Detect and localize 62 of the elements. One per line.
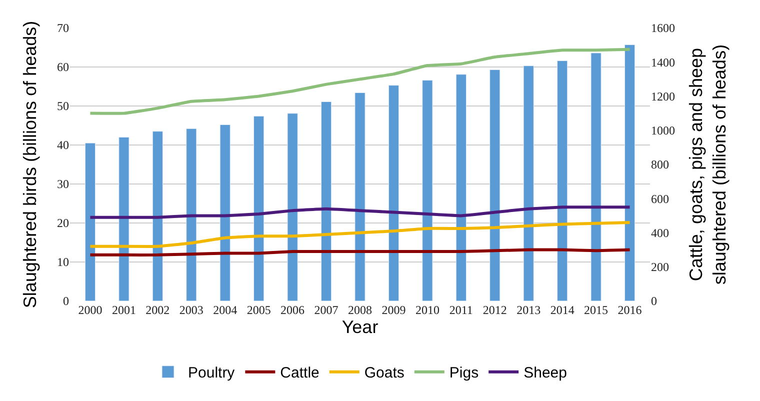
legend-label: Cattle bbox=[280, 364, 320, 382]
x-tick-label: 2010 bbox=[415, 303, 440, 317]
bar bbox=[152, 131, 163, 301]
y-tick-label: 30 bbox=[57, 177, 69, 192]
legend-label: Poultry bbox=[188, 364, 236, 382]
y-tick-label: 10 bbox=[57, 255, 69, 270]
y2-tick-label: 1400 bbox=[651, 55, 675, 70]
y-tick-label: 60 bbox=[57, 60, 69, 74]
x-axis-title: Year bbox=[342, 317, 378, 338]
y-axis-title: Slaughtered birds (billions of heads) bbox=[20, 20, 40, 308]
bar bbox=[254, 116, 264, 301]
bar bbox=[220, 124, 230, 301]
bar bbox=[590, 52, 602, 301]
x-tick-label: 2002 bbox=[146, 303, 170, 317]
bar bbox=[456, 74, 466, 301]
x-tick-label: 2000 bbox=[78, 303, 102, 317]
x-tick-label: 2013 bbox=[516, 303, 541, 317]
y2-tick-label: 1000 bbox=[651, 124, 675, 138]
y-tick-label: 20 bbox=[57, 216, 69, 230]
legend-label: Goats bbox=[364, 364, 404, 382]
y-tick-label: 0 bbox=[63, 294, 69, 308]
bar bbox=[422, 80, 433, 301]
bar bbox=[84, 142, 96, 301]
bar bbox=[388, 85, 400, 301]
x-tick-label: 2004 bbox=[213, 303, 238, 317]
y2-tick-label: 200 bbox=[651, 260, 669, 274]
line-series bbox=[88, 206, 632, 219]
x-tick-label: 2016 bbox=[618, 303, 642, 317]
x-tick-label: 2009 bbox=[382, 303, 406, 317]
x-tick-label: 2015 bbox=[584, 303, 608, 317]
x-tick-label: 2014 bbox=[550, 303, 574, 317]
bar bbox=[118, 136, 130, 301]
bar bbox=[523, 66, 534, 301]
bar bbox=[557, 60, 568, 301]
legend-label: Sheep bbox=[524, 364, 567, 382]
y-tick-label: 50 bbox=[57, 99, 69, 114]
y2-tick-label: 400 bbox=[651, 226, 669, 240]
y-tick-label: 70 bbox=[57, 21, 69, 36]
line-series bbox=[88, 221, 632, 248]
y2-tick-label: 600 bbox=[651, 192, 669, 206]
x-tick-label: 2003 bbox=[179, 303, 204, 317]
x-tick-label: 2008 bbox=[348, 303, 372, 317]
x-tick-label: 2007 bbox=[314, 303, 338, 317]
y2-axis-title: Cattle, goats, pigs and sheep slaughtered (billions of heads) bbox=[686, 44, 730, 285]
x-tick-label: 2006 bbox=[280, 303, 305, 317]
y-tick-label: 40 bbox=[57, 138, 69, 152]
bar bbox=[186, 128, 197, 301]
legend-label: Pigs bbox=[449, 364, 479, 382]
y2-tick-label: 0 bbox=[651, 294, 657, 308]
y2-tick-label: 1200 bbox=[651, 89, 675, 104]
bar bbox=[490, 69, 500, 301]
line-series bbox=[88, 48, 632, 115]
y2-tick-label: 800 bbox=[651, 158, 669, 172]
x-tick-label: 2011 bbox=[449, 303, 473, 317]
x-tick-label: 2005 bbox=[246, 303, 271, 317]
y2-tick-label: 1600 bbox=[651, 21, 675, 36]
x-tick-label: 2001 bbox=[112, 303, 136, 317]
bar bbox=[287, 113, 298, 301]
bar bbox=[320, 101, 332, 301]
bar bbox=[354, 92, 366, 301]
bar bbox=[624, 44, 636, 301]
x-tick-label: 2012 bbox=[482, 303, 507, 317]
